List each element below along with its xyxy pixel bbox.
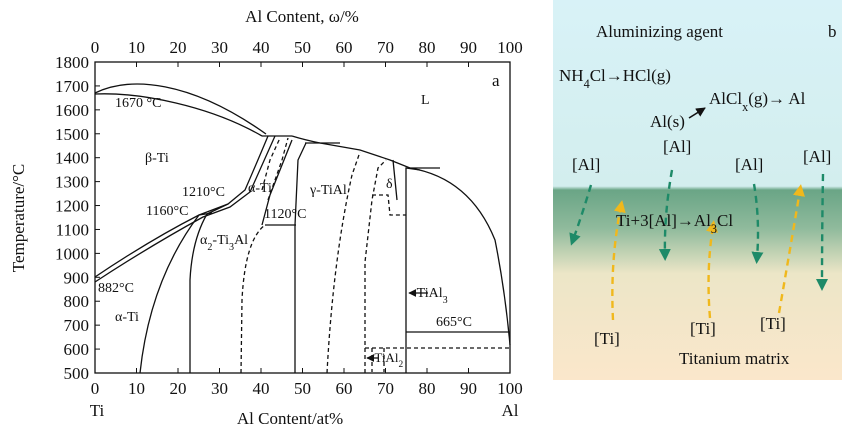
- y-tick-label: 700: [64, 316, 90, 335]
- bottom-tick-label: 40: [253, 379, 270, 398]
- text-part: α-Ti: [248, 181, 272, 196]
- phase-label: 1120°C: [264, 207, 306, 222]
- bottom-tick-label: 70: [377, 379, 394, 398]
- al-label: [Al]: [572, 155, 600, 174]
- phase-label: γ-TiAl: [309, 183, 347, 198]
- phase-label: α-Ti: [115, 310, 139, 325]
- bottom-tick-label: 0: [91, 379, 100, 398]
- phase-label: -TiAl2: [370, 350, 403, 370]
- left-end-label: Ti: [90, 401, 105, 420]
- top-axis-title: Al Content, ω/%: [245, 7, 359, 26]
- y-tick-label: 600: [64, 340, 90, 359]
- text-part: Al: [234, 233, 248, 248]
- y-tick-label: 900: [64, 268, 90, 287]
- al-label: [Al]: [663, 137, 691, 156]
- phase-label: -TiAl3: [412, 286, 448, 306]
- ti-label: [Ti]: [760, 314, 786, 333]
- ti-label: [Ti]: [594, 329, 620, 348]
- matrix-label: Titanium matrix: [679, 349, 790, 368]
- text-part: 1120°C: [264, 207, 306, 222]
- al-label: [Al]: [735, 155, 763, 174]
- panel-label: b: [828, 22, 837, 41]
- text-part: AlCl: [709, 89, 742, 108]
- ti-label: [Ti]: [690, 319, 716, 338]
- bottom-tick-label: 100: [497, 379, 523, 398]
- text-part: NH: [559, 66, 584, 85]
- top-tick-label: 70: [377, 38, 394, 57]
- text-part: β-Ti: [145, 151, 169, 166]
- top-tick-label: 100: [497, 38, 523, 57]
- phase-label: β-Ti: [145, 151, 169, 166]
- y-tick-label: 1200: [55, 197, 89, 216]
- y-tick-label: 800: [64, 292, 90, 311]
- bottom-tick-label: 80: [419, 379, 436, 398]
- phase-label: 1160°C: [146, 204, 188, 219]
- text-part: -TiAl: [412, 286, 443, 301]
- right-end-label: Al: [502, 401, 519, 420]
- top-tick-label: 0: [91, 38, 100, 57]
- top-tick-label: 50: [294, 38, 311, 57]
- bottom-tick-label: 60: [336, 379, 353, 398]
- text-part: L: [421, 93, 430, 108]
- top-tick-label: 90: [460, 38, 477, 57]
- y-tick-label: 1300: [55, 173, 89, 192]
- top-tick-label: 10: [128, 38, 145, 57]
- phase-label: δ: [386, 177, 393, 192]
- phase-label: 665°C: [436, 315, 472, 330]
- text-part: -TiAl: [370, 350, 399, 365]
- text-part: 1210°C: [182, 185, 225, 200]
- phase-label: L: [421, 93, 430, 108]
- solid-al: Al(s): [650, 112, 685, 131]
- text-part: δ: [386, 177, 393, 192]
- text-part: Ti+3[Al]→Al: [616, 211, 711, 230]
- phase-label: 1670 °C: [115, 96, 161, 111]
- y-tick-label: 500: [64, 364, 90, 383]
- y-tick-label: 1400: [55, 149, 89, 168]
- y-tick-label: 1000: [55, 244, 89, 263]
- al-label: [Al]: [803, 147, 831, 166]
- text-part: 665°C: [436, 315, 472, 330]
- top-tick-label: 60: [336, 38, 353, 57]
- phase-labels: 1670 °C L β-Ti 1210°C α-Ti γ-TiAl 1160°C…: [98, 93, 472, 370]
- text-part: Cl→HCl(g): [590, 66, 671, 85]
- y-tick-label: 1500: [55, 125, 89, 144]
- top-tick-label: 30: [211, 38, 228, 57]
- bottom-tick-label: 30: [211, 379, 228, 398]
- phase-label: α-Ti: [248, 181, 272, 196]
- top-tick-label: 80: [419, 38, 436, 57]
- text-part: α-Ti: [115, 310, 139, 325]
- subscript: 2: [398, 360, 403, 370]
- top-tick-label: 40: [253, 38, 270, 57]
- bottom-axis-title: Al Content/at%: [237, 409, 343, 428]
- text-part: 1670 °C: [115, 96, 161, 111]
- bottom-tick-label: 10: [128, 379, 145, 398]
- panel-label: a: [492, 71, 500, 90]
- phase-label: 882°C: [98, 281, 134, 296]
- bottom-tick-label: 90: [460, 379, 477, 398]
- y-tick-label: 1700: [55, 77, 89, 96]
- text-part: 1160°C: [146, 204, 188, 219]
- phase-label: 1210°C: [182, 185, 225, 200]
- text-part: (g)→ Al: [748, 89, 805, 108]
- text-part: -Ti: [212, 233, 229, 248]
- schematic-title: Aluminizing agent: [596, 22, 723, 41]
- subscript: 3: [443, 295, 448, 306]
- text-part: Cl: [717, 211, 733, 230]
- y-tick-label: 1800: [55, 53, 89, 72]
- bottom-tick-label: 20: [170, 379, 187, 398]
- bottom-tick-label: 50: [294, 379, 311, 398]
- y-tick-label: 1600: [55, 101, 89, 120]
- figure: 0102030405060708090100010203040506070809…: [0, 0, 842, 429]
- phase-label: α2-Ti3Al: [200, 233, 248, 253]
- top-tick-label: 20: [170, 38, 187, 57]
- text-part: 882°C: [98, 281, 134, 296]
- text-part: γ-TiAl: [309, 183, 347, 198]
- y-tick-label: 1100: [56, 220, 89, 239]
- y-axis-title: Temperature/°C: [9, 164, 28, 273]
